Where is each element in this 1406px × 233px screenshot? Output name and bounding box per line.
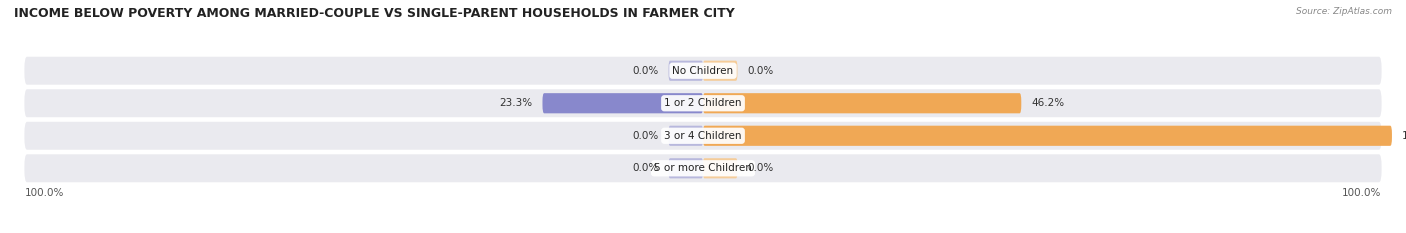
Text: No Children: No Children bbox=[672, 66, 734, 76]
FancyBboxPatch shape bbox=[24, 89, 1382, 117]
Text: 0.0%: 0.0% bbox=[631, 163, 658, 173]
Text: 3 or 4 Children: 3 or 4 Children bbox=[664, 131, 742, 141]
FancyBboxPatch shape bbox=[669, 158, 703, 178]
Text: 5 or more Children: 5 or more Children bbox=[654, 163, 752, 173]
Text: 0.0%: 0.0% bbox=[748, 66, 775, 76]
Text: 100.0%: 100.0% bbox=[24, 188, 63, 199]
Text: 0.0%: 0.0% bbox=[631, 66, 658, 76]
FancyBboxPatch shape bbox=[24, 122, 1382, 150]
Text: INCOME BELOW POVERTY AMONG MARRIED-COUPLE VS SINGLE-PARENT HOUSEHOLDS IN FARMER : INCOME BELOW POVERTY AMONG MARRIED-COUPL… bbox=[14, 7, 735, 20]
FancyBboxPatch shape bbox=[24, 57, 1382, 85]
FancyBboxPatch shape bbox=[703, 126, 1392, 146]
Text: 1 or 2 Children: 1 or 2 Children bbox=[664, 98, 742, 108]
Text: Source: ZipAtlas.com: Source: ZipAtlas.com bbox=[1296, 7, 1392, 16]
Text: 23.3%: 23.3% bbox=[499, 98, 531, 108]
FancyBboxPatch shape bbox=[669, 61, 703, 81]
Text: 0.0%: 0.0% bbox=[748, 163, 775, 173]
Text: 100.0%: 100.0% bbox=[1343, 188, 1382, 199]
FancyBboxPatch shape bbox=[703, 93, 1021, 113]
FancyBboxPatch shape bbox=[543, 93, 703, 113]
Text: 100.0%: 100.0% bbox=[1402, 131, 1406, 141]
Text: 0.0%: 0.0% bbox=[631, 131, 658, 141]
FancyBboxPatch shape bbox=[24, 154, 1382, 182]
FancyBboxPatch shape bbox=[703, 61, 738, 81]
FancyBboxPatch shape bbox=[703, 158, 738, 178]
FancyBboxPatch shape bbox=[669, 126, 703, 146]
Text: 46.2%: 46.2% bbox=[1032, 98, 1064, 108]
